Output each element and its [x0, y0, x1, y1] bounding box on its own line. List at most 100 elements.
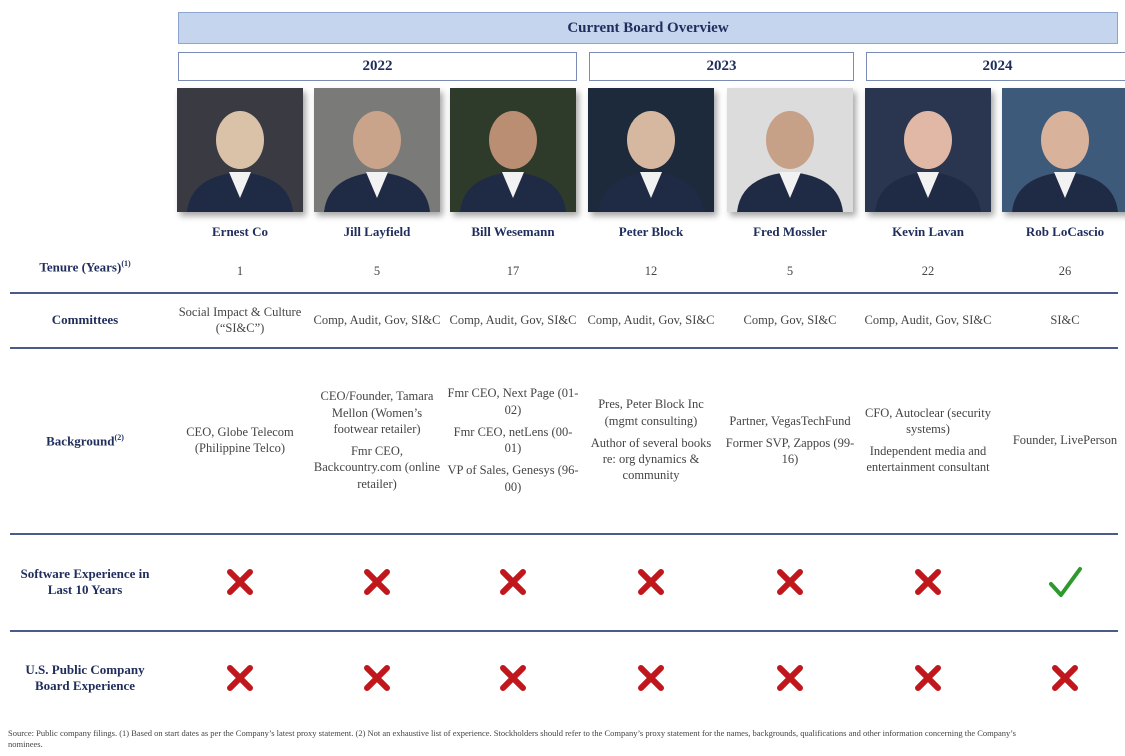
title: Current Board Overview	[178, 12, 1118, 44]
row-label: U.S. Public Company Board Experience	[10, 632, 160, 724]
tenure-value: 5	[786, 264, 794, 279]
public_board-cell	[862, 632, 994, 724]
background-cell: Pres, Peter Block Inc (mgmt consulting) A…	[585, 350, 717, 532]
tenure-cell: 17	[447, 245, 579, 290]
tenure-value: 26	[1058, 264, 1072, 279]
background-cell: Founder, LivePerson	[999, 350, 1125, 532]
background-item: Partner, VegasTechFund	[729, 413, 851, 428]
photo	[314, 88, 440, 212]
public_board-cell	[174, 632, 306, 724]
committees-cell: Comp, Audit, Gov, SI&C	[862, 295, 994, 345]
tenure-value: 5	[373, 264, 381, 279]
row-label: Software Experience in Last 10 Years	[10, 535, 160, 628]
person-name: Rob LoCascio	[1025, 224, 1105, 239]
label-text: Committees	[51, 312, 119, 327]
background-item: CEO/Founder, Tamara Mellon (Women’s foot…	[320, 389, 434, 436]
cross-icon	[227, 568, 253, 595]
tenure-value: 22	[921, 264, 935, 279]
background-item: Pres, Peter Block Inc (mgmt consulting)	[598, 397, 704, 428]
tenure-cell: 26	[999, 245, 1125, 290]
tenure-value: 17	[506, 264, 520, 279]
software-cell	[724, 535, 856, 628]
label-text: Background	[46, 433, 115, 449]
row-label: Background(2)	[10, 350, 160, 532]
cross-icon	[364, 568, 390, 595]
tenure-cell: 22	[862, 245, 994, 290]
tenure-value: 12	[644, 264, 658, 279]
committees-text: Comp, Audit, Gov, SI&C	[449, 312, 577, 327]
background-item: CFO, Autoclear (security systems)	[864, 405, 991, 436]
person-name: Fred Mossler	[753, 224, 827, 239]
photo	[727, 88, 853, 212]
background-cell: CEO, Globe Telecom (Philippine Telco)	[174, 350, 306, 532]
person-name: Kevin Lavan	[892, 224, 964, 239]
photo	[450, 88, 576, 212]
footnote: Source: Public company filings. (1) Base…	[8, 728, 1016, 750]
software-cell	[447, 535, 579, 628]
public_board-cell	[447, 632, 579, 724]
person-name: Peter Block	[618, 224, 684, 239]
committees-cell: Comp, Audit, Gov, SI&C	[585, 295, 717, 345]
check-icon	[1049, 566, 1082, 597]
background-cell: CEO/Founder, Tamara Mellon (Women’s foot…	[311, 350, 443, 532]
photo	[1002, 88, 1125, 212]
photo-art	[1002, 88, 1125, 212]
photo	[865, 88, 991, 212]
background-item: Author of several books re: org dynamics…	[590, 435, 712, 483]
background-item: Fmr CEO, netLens (00-01)	[453, 424, 573, 455]
person-name: Jill Layfield	[343, 224, 411, 239]
photo-art	[314, 88, 440, 212]
committees-cell: SI&C	[999, 295, 1125, 345]
public_board-cell	[999, 632, 1125, 724]
public_board-cell	[585, 632, 717, 724]
row-label: Committees	[10, 295, 160, 345]
software-cell	[311, 535, 443, 628]
person-name: Bill Wesemann	[471, 224, 555, 239]
committees-text: Comp, Audit, Gov, SI&C	[313, 312, 441, 327]
cross-icon	[915, 665, 941, 691]
committees-text: Comp, Audit, Gov, SI&C	[864, 312, 992, 327]
row-label: Tenure (Years)(1)	[10, 245, 160, 290]
photo	[588, 88, 714, 212]
person-name: Ernest Co	[212, 224, 268, 239]
public_board-cell	[724, 632, 856, 724]
committees-text: Comp, Audit, Gov, SI&C	[587, 312, 715, 327]
background-item: Founder, LivePerson	[1012, 432, 1118, 447]
background-item: Fmr CEO, Next Page (01-02)	[447, 386, 579, 417]
photo-art	[865, 88, 991, 212]
background-item: CEO, Globe Telecom (Philippine Telco)	[186, 424, 294, 455]
cross-icon	[500, 665, 526, 691]
row-label-text: Software Experience in Last 10 Years	[10, 566, 160, 598]
cross-icon	[227, 665, 253, 691]
background-item: Former SVP, Zappos (99-16)	[725, 435, 855, 467]
cross-icon	[364, 665, 390, 691]
software-cell	[862, 535, 994, 628]
background-cell: Fmr CEO, Next Page (01-02) Fmr CEO, netLe…	[447, 350, 579, 532]
cross-icon	[500, 568, 526, 595]
tenure-cell: 5	[311, 245, 443, 290]
label-note: (2)	[114, 432, 124, 442]
photo-art	[588, 88, 714, 212]
committees-text: Comp, Gov, SI&C	[743, 312, 837, 327]
background-item: Fmr CEO, Backcountry.com (online retaile…	[313, 444, 441, 491]
photo-art	[177, 88, 303, 212]
committees-cell: Comp, Gov, SI&C	[724, 295, 856, 345]
tenure-cell: 12	[585, 245, 717, 290]
photo-art	[727, 88, 853, 212]
committees-text: Social Impact & Culture (“SI&C”)	[178, 304, 302, 335]
label-note: (1)	[121, 259, 131, 269]
photo-art	[450, 88, 576, 212]
tenure-cell: 5	[724, 245, 856, 290]
committees-text: SI&C	[1050, 312, 1080, 327]
cross-icon	[777, 665, 803, 691]
cross-icon	[777, 568, 803, 595]
photo	[177, 88, 303, 212]
committees-cell: Comp, Audit, Gov, SI&C	[447, 295, 579, 345]
software-cell	[174, 535, 306, 628]
label-text: U.S. Public Company Board Experience	[25, 662, 145, 693]
row-label-text: Background(2)	[46, 433, 124, 449]
background-cell: Partner, VegasTechFund Former SVP, Zappos…	[724, 350, 856, 532]
public_board-cell	[311, 632, 443, 724]
row-rule	[10, 347, 1118, 349]
